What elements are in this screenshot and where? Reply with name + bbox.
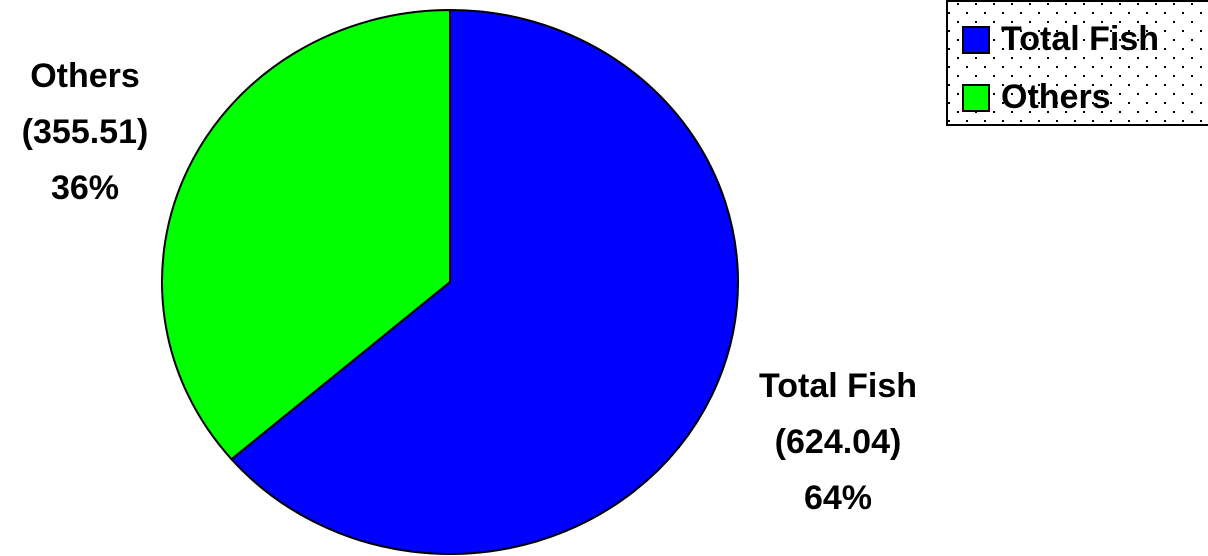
slice-percent-label: 64%: [804, 479, 872, 517]
legend-swatch: [962, 84, 990, 112]
legend-label: Others: [1001, 78, 1111, 116]
legend-frame: [946, 0, 1208, 126]
legend: Total Fish Others: [946, 0, 1208, 126]
slice-value-label: (624.04): [775, 423, 902, 461]
slice-label: Others: [30, 57, 140, 95]
legend-swatch: [962, 26, 990, 54]
pie-slice: [161, 8, 451, 461]
slice-percent-label: 36%: [51, 169, 119, 207]
slice-value-label: (355.51): [22, 113, 149, 151]
legend-label: Total Fish: [1001, 20, 1159, 58]
pie-slice: [230, 8, 739, 555]
slice-label: Total Fish: [759, 367, 917, 405]
